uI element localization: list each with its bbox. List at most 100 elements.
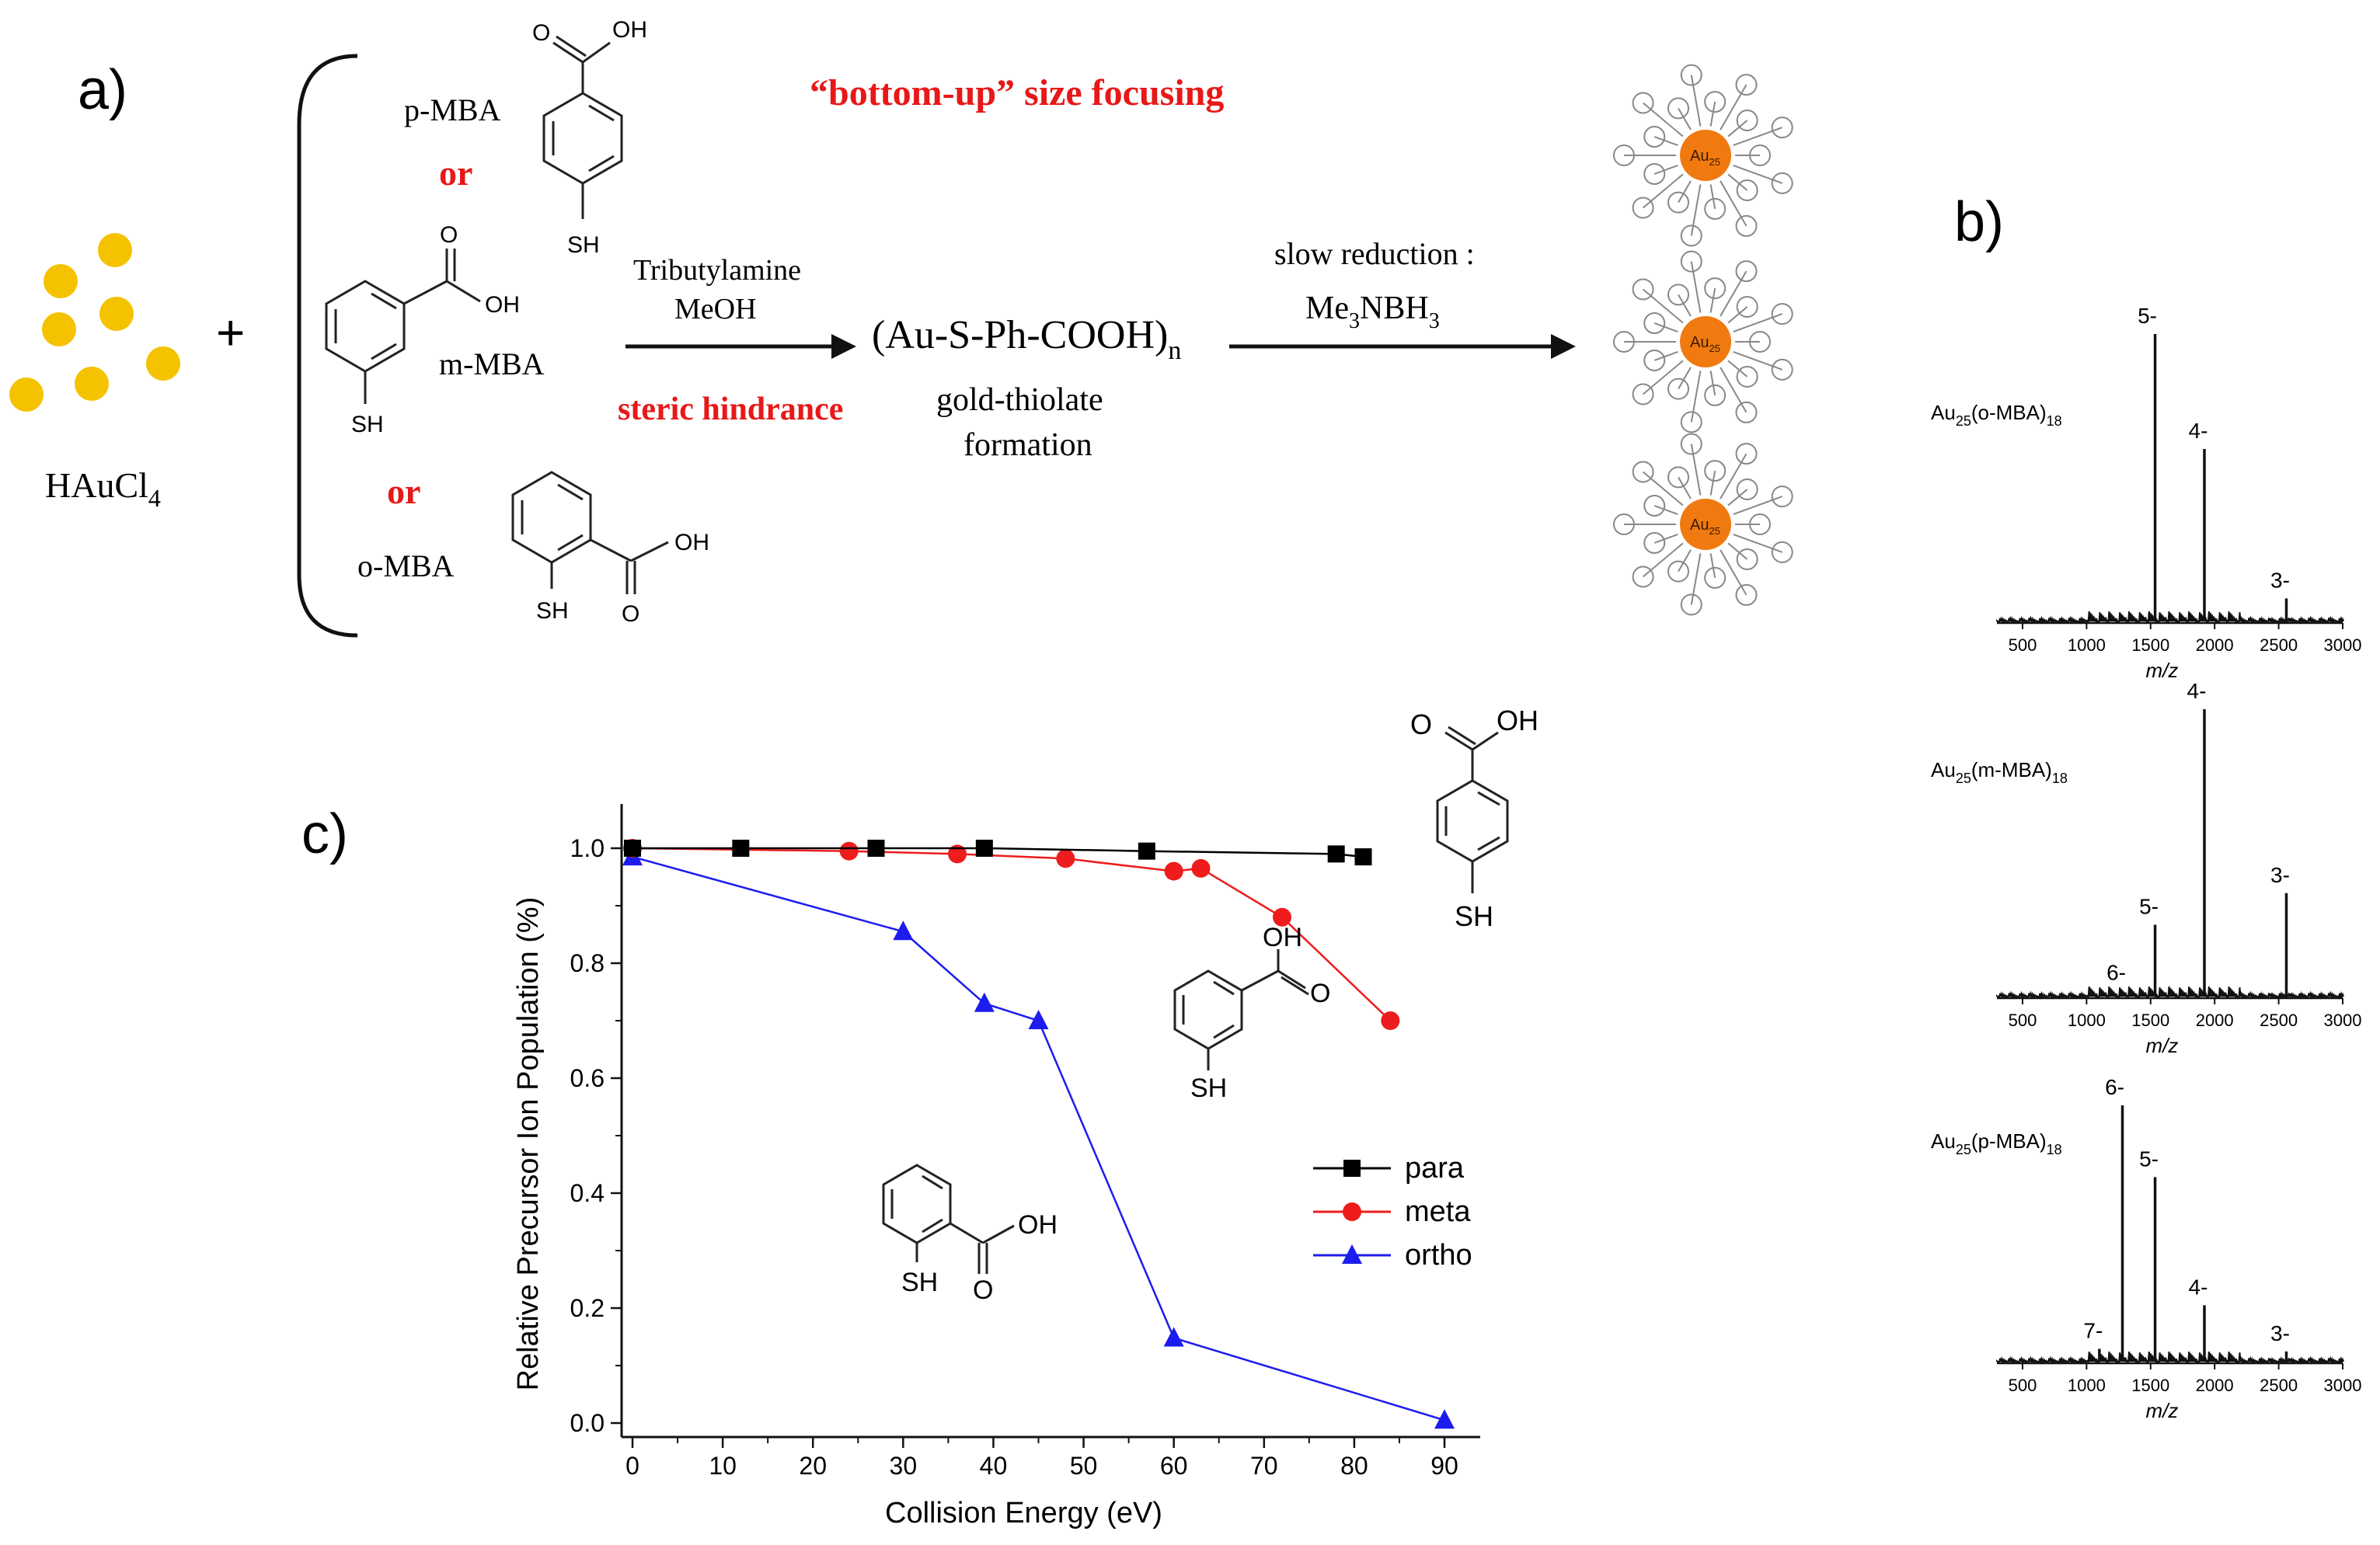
spectrum-tick-label: 2000 [2196,1011,2234,1030]
spectrum-peak-label: 6- [2105,1075,2124,1099]
spectrum-tick-label: 500 [2009,1376,2037,1395]
ligand-ring [1667,284,1689,306]
ligand-ring [1704,384,1727,406]
meta-oh: OH [1263,923,1302,952]
spectrum-tick-label: 1000 [2068,1011,2106,1030]
legend-label-ortho: ortho [1405,1239,1472,1272]
spectrum-title: Au25(p-MBA)18 [1931,1129,2062,1157]
ligand-bond [1727,306,1748,324]
data-point-meta [1381,1011,1400,1030]
spectrum-tick-label: 2500 [2260,635,2298,655]
ligand-ring [1667,97,1689,120]
ligand-bond [1727,173,1748,191]
omba-structure [511,471,669,594]
mass-spectra: Au25(o-MBA)18 500 1000 1500 2000 2500 3000 m/z 5… [1931,304,2361,1422]
spectrum-peak-label: 3- [2270,568,2290,592]
spectrum-xlabel: m/z [2146,1399,2179,1422]
data-point-para [1327,845,1345,863]
ligand-bond [1690,261,1702,313]
data-point-meta [1056,849,1075,868]
ligand-ring [1667,560,1689,583]
panel-a: a) HAuCl4 + p-MBA O OH [9,17,1793,638]
intermediate-formula: (Au-S-Ph-COOH)n [872,313,1181,365]
pmba-o: O [532,20,550,46]
ligand-ring [1613,331,1635,353]
ligand-ring [1643,349,1666,371]
ligand-bond [1709,553,1716,579]
step2-reagent: Me3NBH3 [1305,291,1440,333]
y-tick-label: 1.0 [570,834,605,862]
ortho-oh: OH [1018,1210,1058,1240]
reagent-haucl4: HAuCl4 [45,465,161,512]
data-point-para [975,840,993,857]
ligand-ring [1632,461,1654,483]
x-tick-label: 0 [625,1452,639,1480]
ligand-ring [1704,197,1727,220]
ligand-ring [1771,303,1793,325]
ligand-bond [1720,180,1748,227]
data-point-ortho [893,920,914,941]
ligand-ring [1680,411,1702,433]
ligand-bond [1653,322,1678,332]
data-point-meta [948,844,967,864]
x-tick-label: 90 [1430,1452,1458,1480]
spectrum-peak-label: 4- [2189,1275,2208,1299]
panel-c: c) 0 10 20 30 40 50 60 70 80 90 0.0 0.2 0.4 0.6 0.8 1.0… [301,705,1538,1529]
ligand-bond [1653,505,1678,515]
ligand-bond [1733,313,1783,332]
legend-marker-ortho [1342,1244,1362,1264]
ligand-ring [1735,443,1758,465]
ligand-bond [1733,165,1783,184]
ligand-bond [1642,360,1684,395]
au25-cluster-2: Au25 [1613,250,1793,433]
legend: para meta ortho [1313,1152,1472,1272]
x-tick-label: 10 [709,1452,737,1480]
panel-c-label: c) [301,803,348,865]
x-tick-label: 40 [980,1452,1008,1480]
data-point-ortho [1163,1327,1184,1347]
line-chart: 0 10 20 30 40 50 60 70 80 90 0.0 0.2 0.4 0.6 0.8 1.0 Col… [512,804,1480,1529]
ortho-o: O [973,1275,993,1305]
spectrum-tick-label: 2500 [2260,1376,2298,1395]
y-tick-label: 0.4 [570,1179,605,1207]
legend-marker-para [1343,1160,1361,1177]
ligand-bond [1653,165,1678,175]
data-point-para [624,840,641,857]
series-line-meta [632,847,1392,1021]
ligand-bond [1690,75,1702,127]
omba-oh: OH [674,530,709,555]
ligand-ring [1632,92,1654,114]
ligand-bond [1709,470,1716,496]
plus-sign: + [216,304,245,360]
reagent-tributylamine: Tributylamine [633,254,801,287]
ligand-ring [1667,378,1689,400]
gold-dots-icon [9,233,180,412]
ligand-ring [1749,331,1771,353]
ligand-bond [1709,371,1716,396]
spectrum-peak-label: 3- [2270,863,2290,887]
ligand-bond [1727,542,1748,560]
ligand-bond [1709,287,1716,313]
para-oh: OH [1497,705,1538,736]
spectrum-2: Au25(m-MBA)18 500 1000 1500 2000 2500 3000 m/z 6… [1931,679,2361,1057]
para-structure [1436,726,1509,893]
spectrum-peak-label: 6- [2106,961,2126,985]
ligand-bond [1690,553,1702,605]
spectrum-tick-label: 1000 [2068,635,2106,655]
or-word-1: or [439,153,472,193]
au25-core [1680,499,1731,550]
ligand-ring [1643,531,1666,554]
spectrum-peak-label: 4- [2189,419,2208,443]
ligand-bond [1678,107,1692,130]
ligand-ring [1632,278,1654,301]
ligand-bond [1720,453,1748,499]
intermediate-caption-2: formation [963,427,1092,463]
ligand-bond [1642,288,1684,324]
data-point-para [1138,842,1155,860]
ligand-ring [1749,513,1771,535]
spectrum-peak-label: 5- [2138,304,2157,328]
spectrum-tick-label: 3000 [2324,1376,2362,1395]
pmba-structure [542,35,623,219]
ligand-bond [1727,489,1748,506]
